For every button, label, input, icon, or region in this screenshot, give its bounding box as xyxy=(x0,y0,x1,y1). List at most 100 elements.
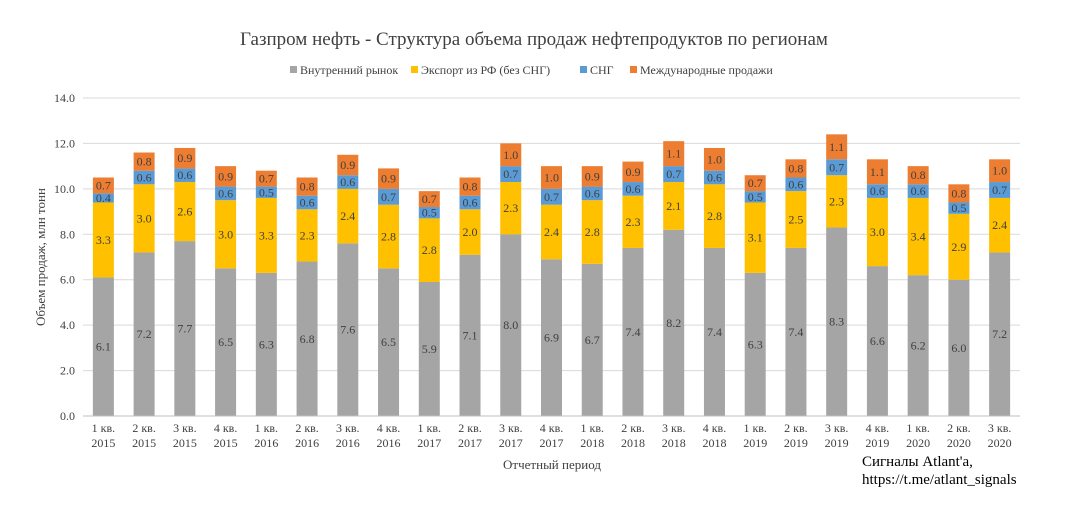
data-label: 0.8 xyxy=(137,155,152,169)
credit-text: Сигналы Atlant'a, https://t.me/atlant_si… xyxy=(862,453,1017,489)
data-label: 0.9 xyxy=(177,151,192,165)
x-tick-label: 4 кв. 2016 xyxy=(377,421,401,450)
data-label: 6.6 xyxy=(870,334,885,348)
bar-segment xyxy=(785,159,807,178)
bar-segment xyxy=(907,184,929,198)
bar-segment xyxy=(296,261,318,416)
bar-segment xyxy=(133,152,155,171)
data-label: 0.8 xyxy=(788,161,803,175)
data-label: 0.9 xyxy=(585,169,600,183)
bar-segment xyxy=(907,166,929,185)
x-tick-label: 1 кв. 2015 xyxy=(91,421,115,450)
bar-segment xyxy=(215,268,237,416)
bar-segment xyxy=(418,207,440,219)
data-label: 8.2 xyxy=(666,316,681,330)
bar-segment xyxy=(500,182,522,235)
data-label: 2.8 xyxy=(707,209,722,223)
bars: 6.13.30.40.77.23.00.60.87.72.60.60.96.53… xyxy=(92,134,1011,416)
bar-segment xyxy=(948,213,970,280)
bar-segment xyxy=(948,279,970,416)
data-label: 0.6 xyxy=(218,186,233,200)
y-axis-label: Объем продаж, млн тонн xyxy=(33,188,48,326)
x-tick-label: 1 кв. 2019 xyxy=(743,421,767,450)
bar-segment xyxy=(663,141,685,167)
bar-stack: 7.2 3.0 0.6 0.8 xyxy=(133,152,155,416)
x-tick-label: 2 кв. 2016 xyxy=(295,421,319,450)
legend-entry: Внутренний рынок xyxy=(300,63,398,77)
bar-segment xyxy=(744,191,766,203)
x-tick-label: 1 кв. 2016 xyxy=(254,421,278,450)
data-label: 1.0 xyxy=(503,148,518,162)
bar-stack: 8.0 2.3 0.7 1.0 xyxy=(500,143,522,416)
data-label: 2.9 xyxy=(951,240,966,254)
bar-segment xyxy=(703,147,725,171)
y-tick-label: 6.0 xyxy=(60,273,75,287)
data-label: 0.7 xyxy=(544,190,559,204)
data-label: 3.3 xyxy=(259,228,274,242)
data-label: 2.6 xyxy=(177,205,192,219)
data-label: 7.2 xyxy=(992,327,1007,341)
data-label: 2.3 xyxy=(300,228,315,242)
y-tick-label: 2.0 xyxy=(60,364,75,378)
credit-line-2: https://t.me/atlant_signals xyxy=(862,472,1017,488)
data-label: 0.5 xyxy=(951,201,966,215)
bar-segment xyxy=(989,197,1011,253)
bar-segment xyxy=(581,166,603,187)
legend: Внутренний рынок Экспорт из РФ (без СНГ) С… xyxy=(290,63,773,77)
bar-segment xyxy=(337,175,359,189)
data-label: 3.3 xyxy=(96,233,111,247)
data-label: 6.9 xyxy=(544,331,559,345)
bar-segment xyxy=(459,195,481,210)
bar-stack: 5.9 2.8 0.50.7 xyxy=(418,191,440,416)
data-label: 0.7 xyxy=(992,183,1007,197)
x-tick-label: 2 кв. 2019 xyxy=(784,421,808,450)
bar-segment xyxy=(744,175,766,192)
x-tick-label: 1 кв. 2020 xyxy=(906,421,930,450)
bar-segment xyxy=(378,204,400,269)
data-label: 0.8 xyxy=(951,186,966,200)
data-label: 2.4 xyxy=(340,209,355,223)
bar-segment xyxy=(785,191,807,248)
legend-entry: Международные продажи xyxy=(640,63,773,77)
data-label: 0.9 xyxy=(381,172,396,186)
data-label: 2.3 xyxy=(625,215,640,229)
data-label: 6.3 xyxy=(748,337,763,351)
data-label: 1.1 xyxy=(870,165,885,179)
x-tick-label: 3 кв. 2018 xyxy=(662,421,686,450)
data-label: 2.1 xyxy=(666,199,681,213)
bar-segment xyxy=(785,177,807,192)
bar-segment xyxy=(92,202,114,278)
data-label: 7.4 xyxy=(707,325,722,339)
bar-segment xyxy=(255,272,277,416)
x-tick-label: 4 кв. 2018 xyxy=(702,421,726,450)
data-label: 0.7 xyxy=(829,160,844,174)
bar-segment xyxy=(215,200,237,269)
bar-segment xyxy=(541,188,562,205)
data-label: 6.8 xyxy=(300,332,315,346)
bar-segment xyxy=(174,168,196,183)
bar-segment xyxy=(826,175,848,228)
data-label: 0.5 xyxy=(259,185,274,199)
bar-segment xyxy=(744,272,766,416)
bar-stack: 6.2 3.4 0.6 0.8 xyxy=(907,166,929,416)
bar-stack: 7.4 2.3 0.6 0.9 xyxy=(622,161,644,416)
bar-segment xyxy=(459,254,481,416)
y-tick-label: 0.0 xyxy=(60,409,75,423)
bar-segment xyxy=(133,184,155,253)
bar-segment xyxy=(133,252,155,416)
bar-segment xyxy=(459,209,481,255)
data-label: 2.0 xyxy=(463,225,478,239)
bar-stack: 7.7 2.6 0.6 0.9 xyxy=(174,147,196,416)
data-label: 0.5 xyxy=(422,206,437,220)
bar-segment xyxy=(255,186,277,198)
data-label: 0.7 xyxy=(381,190,396,204)
data-label: 3.1 xyxy=(748,231,763,245)
bar-segment xyxy=(581,263,603,416)
data-label: 0.6 xyxy=(340,175,355,189)
x-tick-label: 2 кв. 2018 xyxy=(621,421,645,450)
data-label: 3.0 xyxy=(870,225,885,239)
bar-segment xyxy=(907,275,929,416)
bar-segment xyxy=(948,184,970,203)
data-label: 0.8 xyxy=(300,180,315,194)
